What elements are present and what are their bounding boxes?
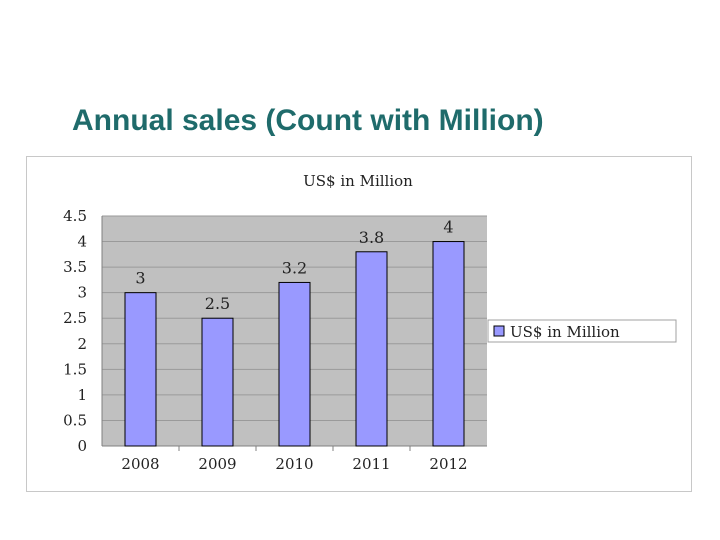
category-label-2012: 2012	[429, 455, 467, 473]
y-tick-label: 4	[77, 233, 87, 251]
bar-2010	[278, 281, 311, 447]
bar-2011	[355, 251, 388, 447]
bar-2012	[432, 241, 465, 447]
legend-swatch	[493, 325, 505, 337]
data-label-2011: 3.8	[359, 228, 384, 247]
legend-box	[487, 319, 677, 343]
y-tick-label: 2.5	[63, 309, 87, 327]
bar-2009	[201, 317, 234, 447]
legend: US$ in Million	[487, 319, 677, 343]
data-label-2008: 3	[135, 269, 145, 288]
y-tick-label: 2	[77, 335, 87, 353]
data-label-2012: 4	[443, 218, 453, 237]
plot-area: 0 0.5 1 1.5 2 2.5 3 3.5 4 4.5 3 2008 2.5 2009 3.2 2010 3…	[63, 207, 487, 473]
category-label-2010: 2010	[275, 455, 313, 473]
data-label-2010: 3.2	[282, 258, 307, 277]
data-label-2009: 2.5	[205, 294, 230, 313]
legend-label: US$ in Million	[510, 323, 620, 341]
y-tick-label: 1.5	[63, 360, 87, 378]
y-tick-label: 1	[77, 386, 87, 404]
chart-title: US$ in Million	[303, 172, 413, 190]
y-tick-label: 4.5	[63, 207, 87, 225]
category-label-2008: 2008	[121, 455, 159, 473]
y-tick-label: 3.5	[63, 258, 87, 276]
bar-2008	[124, 292, 157, 447]
bar-chart: US$ in Million 0 0.5 1 1.5 2 2.5 3 3.5 4 4.5 3 2008…	[63, 172, 677, 473]
slide-title: Annual sales (Count with Million)	[72, 104, 544, 137]
y-tick-label: 3	[77, 284, 87, 302]
category-label-2009: 2009	[198, 455, 236, 473]
y-tick-label: 0.5	[63, 411, 87, 429]
category-label-2011: 2011	[352, 455, 390, 473]
chart-frame: US$ in Million 0 0.5 1 1.5 2 2.5 3 3.5 4 4.5 3 2008…	[26, 156, 692, 492]
y-tick-label: 0	[77, 437, 87, 455]
